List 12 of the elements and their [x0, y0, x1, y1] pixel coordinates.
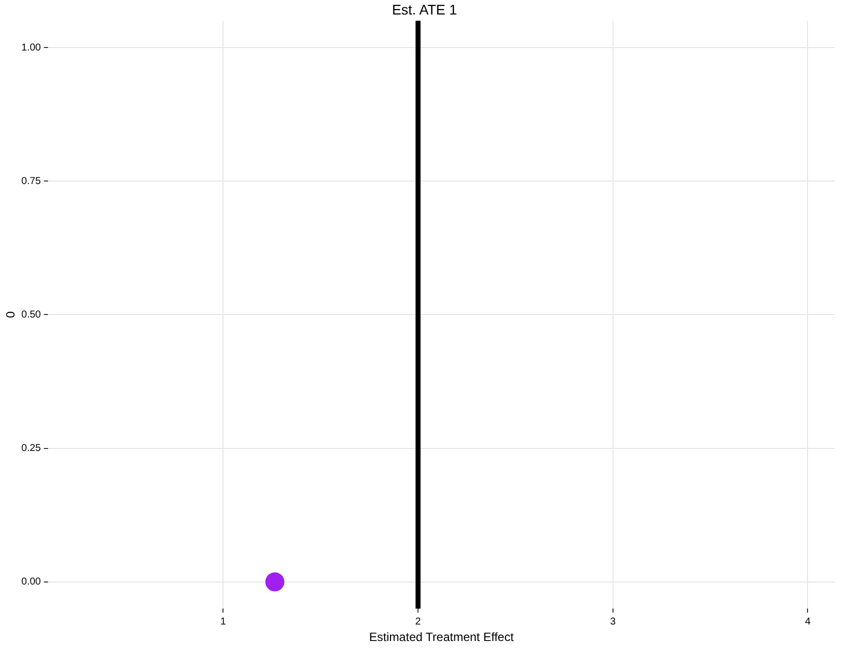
- chart-title: Est. ATE 1: [392, 1, 458, 18]
- x-tick-label: 2: [415, 616, 422, 628]
- y-tick-label: 1.00: [21, 42, 42, 54]
- y-tick-label: 0.25: [21, 443, 42, 454]
- y-tick-label: 0.50: [21, 309, 42, 320]
- y-tick-label: 0.75: [21, 176, 42, 187]
- x-tick-label: 3: [610, 616, 616, 628]
- y-axis-title: 0: [4, 311, 18, 318]
- x-axis-title: Estimated Treatment Effect: [369, 630, 514, 644]
- x-tick-label: 1: [220, 616, 226, 628]
- x-tick-label: 4: [804, 616, 811, 628]
- y-tick-label: 0.00: [21, 576, 42, 588]
